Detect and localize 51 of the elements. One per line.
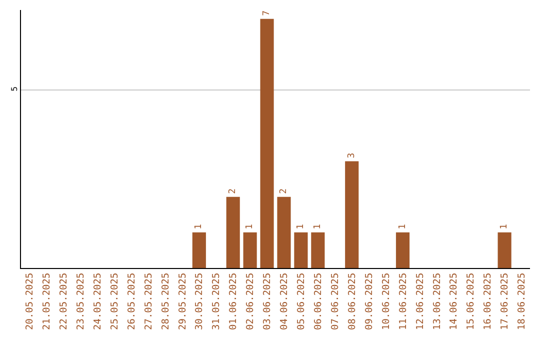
x-tick-label: 12.06.2025	[414, 272, 426, 330]
x-tick-label: 14.06.2025	[448, 272, 460, 330]
x-tick-label: 04.06.2025	[279, 272, 290, 330]
x-tick-label: 30.05.2025	[194, 272, 206, 330]
x-tick-label: 05.06.2025	[296, 272, 308, 330]
bar	[396, 232, 410, 268]
x-tick-label: 03.06.2025	[262, 272, 274, 330]
x-tick-label: 26.05.2025	[126, 272, 138, 330]
data-label: 1	[312, 224, 323, 230]
x-tick-label: 18.06.2025	[516, 272, 528, 330]
bar	[243, 232, 257, 268]
data-label: 7	[262, 10, 272, 16]
data-label: 1	[500, 224, 510, 230]
x-tick-label: 24.05.2025	[92, 272, 104, 330]
x-tick-label: 08.06.2025	[346, 272, 358, 330]
x-tick-label: 11.06.2025	[398, 272, 409, 330]
x-tick-label: 31.05.2025	[211, 272, 222, 330]
x-tick-label: 29.05.2025	[177, 272, 188, 330]
bar	[192, 232, 206, 268]
x-tick-label: 02.06.2025	[245, 272, 256, 330]
x-tick-label: 01.06.2025	[228, 272, 240, 330]
data-label: 1	[245, 224, 256, 230]
x-tick-label: 25.05.2025	[109, 272, 120, 330]
x-tick-label: 22.05.2025	[58, 272, 70, 330]
data-label: 2	[278, 188, 289, 194]
y-tick-label: 5	[10, 86, 19, 92]
data-label: 1	[398, 224, 408, 230]
data-label: 2	[228, 188, 238, 194]
x-tick-label: 28.05.2025	[160, 272, 172, 330]
data-label: 1	[296, 224, 306, 230]
x-tick-label: 16.06.2025	[482, 272, 494, 330]
bar	[294, 232, 308, 268]
bar	[498, 232, 512, 268]
x-tick-label: 15.06.2025	[466, 272, 477, 330]
bar	[226, 196, 240, 268]
x-tick-label: 20.05.2025	[24, 272, 36, 330]
bar	[345, 161, 359, 268]
x-tick-label: 07.06.2025	[330, 272, 341, 330]
data-label: 1	[194, 224, 204, 230]
x-tick-label: 17.06.2025	[500, 272, 511, 330]
x-tick-label: 21.05.2025	[42, 272, 53, 330]
x-tick-label: 06.06.2025	[313, 272, 324, 330]
x-tick-label: 23.05.2025	[75, 272, 86, 330]
x-tick-label: 10.06.2025	[380, 272, 392, 330]
bar	[260, 18, 274, 268]
x-tick-label: 13.06.2025	[432, 272, 443, 330]
x-tick-label: 27.05.2025	[143, 272, 154, 330]
data-label: 3	[346, 152, 357, 158]
bar	[311, 232, 325, 268]
bar	[277, 196, 291, 268]
x-tick-label: 09.06.2025	[364, 272, 375, 330]
